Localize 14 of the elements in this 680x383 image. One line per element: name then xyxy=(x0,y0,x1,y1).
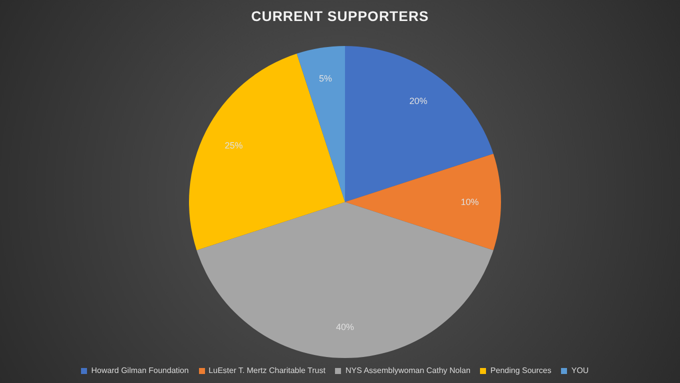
pie-slice xyxy=(189,54,345,250)
pie-slice xyxy=(296,46,345,202)
legend-label: YOU xyxy=(571,366,589,375)
legend-label: Howard Gilman Foundation xyxy=(91,366,189,375)
data-label: 40% xyxy=(336,322,354,332)
data-label: 25% xyxy=(224,140,243,150)
data-label: 20% xyxy=(409,96,428,106)
data-label: 10% xyxy=(460,197,479,207)
data-label: 5% xyxy=(318,74,332,84)
legend-label: Pending Sources xyxy=(490,366,552,375)
legend-label: NYS Assemblywoman Cathy Nolan xyxy=(345,366,470,375)
chart-title: CURRENT SUPPORTERS xyxy=(250,8,430,24)
pie-slice xyxy=(345,154,501,250)
legend-label: LuEster T. Mertz Charitable Trust xyxy=(208,366,326,375)
